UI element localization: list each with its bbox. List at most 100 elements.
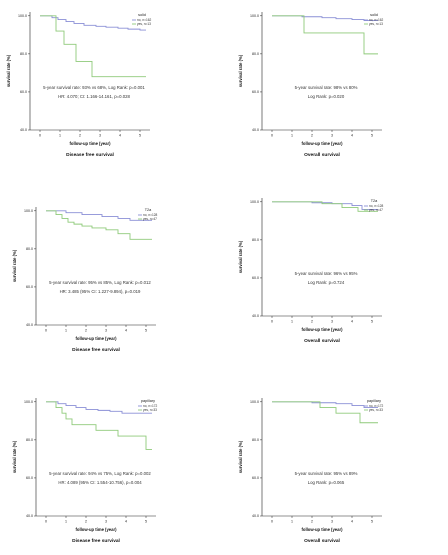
x-tick-label: 5 — [145, 520, 147, 524]
survival-curve-series-2 — [272, 201, 378, 212]
x-tick-label: 5 — [371, 134, 373, 138]
x-tick-label: 3 — [331, 320, 333, 324]
y-tick-label: 100.0 — [24, 209, 33, 213]
x-tick-label: 5 — [371, 520, 373, 524]
x-tick-label: 0 — [271, 134, 273, 138]
x-tick-label: 4 — [351, 520, 353, 524]
y-tick-label: 60.0 — [252, 90, 259, 94]
chart-panel-1: 40.0 60.0 80.0 100.0 0 1 2 3 4 5 follow-up time (y… — [6, 12, 151, 158]
y-axis-title: survival rate (%) — [12, 440, 17, 473]
survival-curve-series-1 — [46, 210, 152, 221]
survival-curve-series-1 — [272, 15, 378, 22]
y-axis-title: survival rate (%) — [12, 249, 17, 282]
x-tick-label: 2 — [311, 520, 313, 524]
y-tick-label: 60.0 — [20, 90, 27, 94]
x-axis-title: follow-up time (year) — [302, 327, 344, 332]
x-axis-title: follow-up time (year) — [76, 336, 118, 341]
x-tick-label: 2 — [79, 134, 81, 138]
legend-entry: no, n=172 — [143, 404, 157, 408]
y-tick-label: 80.0 — [252, 438, 259, 442]
legend-entry: yes, n=47 — [143, 217, 157, 221]
stats-annotation: 5-year survival rate: 94% vs 75%, Log Ra… — [49, 471, 151, 476]
y-tick-label: 100.0 — [250, 14, 259, 18]
x-tick-label: 1 — [59, 134, 61, 138]
survival-curve-series-2 — [40, 15, 146, 78]
x-tick-label: 2 — [311, 134, 313, 138]
y-tick-label: 60.0 — [26, 476, 33, 480]
y-tick-label: 80.0 — [20, 52, 27, 56]
x-tick-label: 3 — [99, 134, 101, 138]
x-tick-label: 5 — [371, 320, 373, 324]
survival-curve-series-2 — [46, 401, 152, 450]
stats-annotation: 5-year survival rate: 95% vs 89% — [295, 471, 358, 476]
x-axis-title: follow-up time (year) — [70, 141, 112, 146]
y-tick-label: 80.0 — [252, 238, 259, 242]
y-axis-title: survival rate (%) — [238, 240, 243, 273]
legend-entry: no, n=128 — [369, 204, 383, 208]
survival-curve-series-1 — [272, 201, 378, 210]
x-tick-label: 4 — [125, 329, 127, 333]
y-tick-label: 40.0 — [26, 323, 33, 327]
survival-curve-series-1 — [40, 15, 146, 31]
stats-annotation: HR: 3.485 (95% CI: 1.227-9.894), p=0.019 — [60, 289, 141, 294]
legend-title: solid — [138, 13, 146, 17]
x-tick-label: 4 — [351, 134, 353, 138]
legend-entry: no, n=172 — [369, 404, 383, 408]
x-axis-title: follow-up time (year) — [302, 527, 344, 532]
x-tick-label: 0 — [45, 520, 47, 524]
panel-subtitle: Disease free survival — [72, 347, 120, 353]
x-tick-label: 4 — [119, 134, 121, 138]
x-tick-label: 5 — [139, 134, 141, 138]
stats-annotation: 5-year survival rate: 95% vs 85%, Log Ra… — [49, 280, 151, 285]
legend-entry: yes, n=33 — [143, 408, 157, 412]
y-tick-label: 100.0 — [24, 400, 33, 404]
x-tick-label: 1 — [65, 520, 67, 524]
legend-entry: yes, n=13 — [369, 22, 383, 26]
x-tick-label: 0 — [45, 329, 47, 333]
x-tick-label: 0 — [271, 320, 273, 324]
stats-annotation: Log Rank: p=0.020 — [308, 94, 345, 99]
stats-annotation: HR: 4.070; CI: 1.166-14.161, p=0.028 — [58, 94, 130, 99]
x-axis-title: follow-up time (year) — [76, 527, 118, 532]
stats-annotation: 5-year survival rate: 93% vs 68%, Log Ra… — [43, 85, 145, 90]
x-tick-label: 1 — [291, 320, 293, 324]
legend-title: papillary — [367, 399, 381, 403]
y-tick-label: 60.0 — [26, 285, 33, 289]
y-tick-label: 40.0 — [252, 514, 259, 518]
y-tick-label: 40.0 — [252, 128, 259, 132]
x-tick-label: 4 — [351, 320, 353, 324]
x-tick-label: 3 — [105, 520, 107, 524]
y-tick-label: 60.0 — [252, 476, 259, 480]
stats-annotation: 5-year survival rate: 98% vs 80% — [295, 85, 358, 90]
legend-entry: no, n=162 — [369, 18, 383, 22]
x-tick-label: 0 — [271, 520, 273, 524]
legend-entry: no, n=162 — [137, 18, 151, 22]
legend-entry: no, n=128 — [143, 213, 157, 217]
y-tick-label: 40.0 — [20, 128, 27, 132]
survival-curve-series-2 — [272, 401, 378, 424]
panel-subtitle: Disease free survival — [72, 538, 120, 544]
x-axis-title: follow-up time (year) — [302, 141, 344, 146]
y-tick-label: 80.0 — [26, 438, 33, 442]
legend-title: T2a — [145, 208, 152, 212]
x-tick-label: 1 — [65, 329, 67, 333]
x-tick-label: 5 — [145, 329, 147, 333]
stats-annotation: Log Rank: p=0.724 — [308, 280, 345, 285]
survival-curve-series-2 — [272, 15, 378, 55]
panel-subtitle: Overall survival — [304, 152, 340, 158]
stats-annotation: Log Rank: p=0.065 — [308, 480, 345, 485]
y-tick-label: 80.0 — [252, 52, 259, 56]
x-tick-label: 1 — [291, 134, 293, 138]
legend-entry: yes, n=13 — [137, 22, 151, 26]
x-tick-label: 2 — [311, 320, 313, 324]
x-tick-label: 2 — [85, 520, 87, 524]
panel-subtitle: Overall survival — [304, 338, 340, 344]
stats-annotation: 5-year survival rate: 96% vs 95% — [295, 271, 358, 276]
y-tick-label: 60.0 — [252, 276, 259, 280]
legend-title: solid — [370, 13, 378, 17]
y-axis-title: survival rate (%) — [238, 440, 243, 473]
survival-curve-series-2 — [46, 210, 152, 240]
x-tick-label: 3 — [105, 329, 107, 333]
chart-panel-3: 40.0 60.0 80.0 100.0 0 1 2 3 4 5 follow-up time (y… — [12, 207, 157, 353]
